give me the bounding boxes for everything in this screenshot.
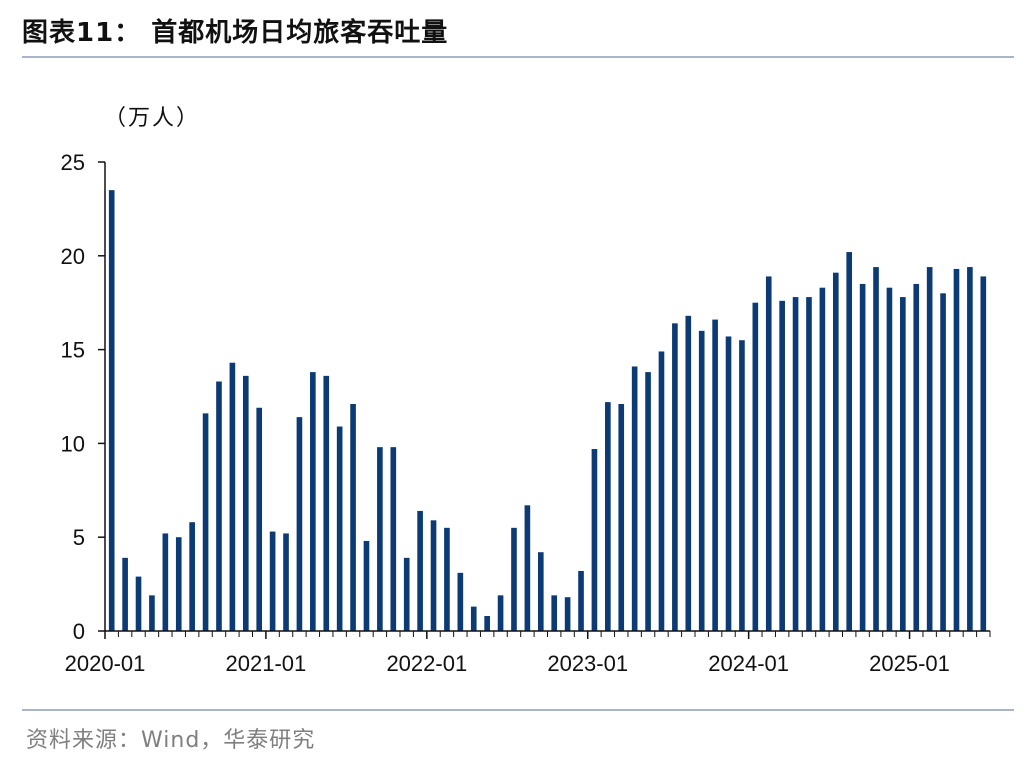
bar-2021-12 [417, 510, 423, 631]
bar-2024-08 [846, 252, 853, 632]
bar-2024-01 [752, 302, 759, 631]
bar-2020-09 [216, 381, 222, 631]
bar-2020-10 [229, 362, 236, 631]
bar-2020-08 [202, 413, 209, 631]
bar-2022-03 [457, 572, 464, 631]
bar-2021-11 [403, 557, 410, 631]
y-axis-unit-label: （万人） [104, 106, 201, 131]
bar-2024-05 [806, 297, 812, 631]
bar-2025-03 [940, 293, 946, 631]
x-tick-label-2021-01: 2021-01 [226, 651, 307, 676]
bar-2023-08 [685, 315, 692, 631]
bar-2021-07 [350, 404, 356, 631]
bar-2024-07 [832, 272, 839, 631]
bar-2025-05 [967, 267, 973, 631]
bar-2020-12 [256, 407, 263, 631]
x-tick-label-2023-01: 2023-01 [547, 651, 628, 676]
x-tick-label-2022-01: 2022-01 [386, 651, 467, 676]
bar-2025-04 [953, 268, 960, 631]
bar-2024-12 [900, 297, 906, 631]
axes-group: 0 5 10 15 20 25 2020-01 2021-01 2022-01 2023-01 20… [61, 150, 991, 676]
bar-2021-10 [390, 447, 397, 631]
bar-2023-02 [605, 402, 611, 631]
bar-2022-12 [578, 570, 584, 631]
bar-2024-02 [765, 276, 772, 631]
bar-2021-09 [377, 447, 383, 631]
bar-2022-05 [484, 615, 490, 631]
y-tick-label-10: 10 [61, 431, 85, 456]
y-tick-label-0: 0 [73, 619, 85, 644]
bar-2021-02 [283, 533, 289, 631]
bar-2022-11 [564, 597, 571, 631]
bar-2023-06 [658, 351, 665, 631]
bar-2020-01 [108, 190, 115, 631]
y-tick-label-25: 25 [61, 150, 85, 175]
bar-2021-05 [323, 375, 330, 631]
bar-2025-02 [926, 267, 933, 631]
bar-2024-09 [859, 283, 866, 631]
bar-2021-03 [296, 417, 303, 631]
x-tick-label-2024-01: 2024-01 [708, 651, 789, 676]
bar-2020-05 [162, 533, 169, 631]
y-tick-label-20: 20 [61, 244, 85, 269]
bar-2024-04 [792, 297, 799, 631]
bar-2024-10 [873, 267, 879, 631]
bar-2020-02 [122, 557, 128, 631]
bar-2024-11 [886, 287, 893, 631]
bar-2023-04 [631, 366, 638, 631]
chart-title: 图表11： 首都机场日均旅客吞吐量 [22, 18, 449, 48]
bar-2024-03 [779, 300, 785, 631]
top-divider [22, 56, 1014, 58]
x-tick-label-2020-01: 2020-01 [65, 651, 146, 676]
bar-2022-08 [524, 505, 531, 631]
bar-2023-05 [645, 372, 651, 631]
bar-2023-11 [725, 336, 732, 631]
bar-2022-06 [497, 595, 504, 631]
bar-2022-10 [551, 595, 558, 631]
bar-2020-11 [242, 375, 249, 631]
bar-2021-04 [310, 372, 316, 631]
source-note: 资料来源：Wind，华泰研究 [26, 728, 316, 753]
bar-2023-09 [698, 330, 705, 631]
bar-2022-01 [430, 520, 437, 631]
y-tick-label-15: 15 [61, 338, 85, 363]
bar-2020-07 [189, 522, 195, 631]
bar-2022-02 [444, 527, 450, 631]
bottom-divider [22, 709, 1014, 711]
bar-2023-07 [672, 323, 678, 631]
bar-2020-04 [149, 595, 155, 631]
bar-2021-01 [269, 531, 276, 631]
bar-2023-12 [739, 340, 745, 631]
bar-2023-03 [618, 404, 625, 631]
bar-2025-01 [913, 283, 920, 631]
bar-2020-03 [135, 576, 142, 631]
bar-2022-09 [537, 552, 544, 631]
bar-2024-06 [819, 287, 826, 631]
bar-2023-01 [591, 449, 598, 631]
bar-2023-10 [712, 319, 718, 631]
bar-2021-08 [363, 540, 370, 631]
bar-2021-06 [336, 426, 343, 631]
bar-2022-04 [470, 606, 477, 631]
bar-2020-06 [175, 537, 182, 631]
bars-group [108, 190, 987, 632]
bar-2025-06 [980, 276, 987, 631]
x-tick-label-2025-01: 2025-01 [869, 651, 950, 676]
bar-2022-07 [511, 527, 517, 631]
y-tick-label-5: 5 [73, 525, 85, 550]
